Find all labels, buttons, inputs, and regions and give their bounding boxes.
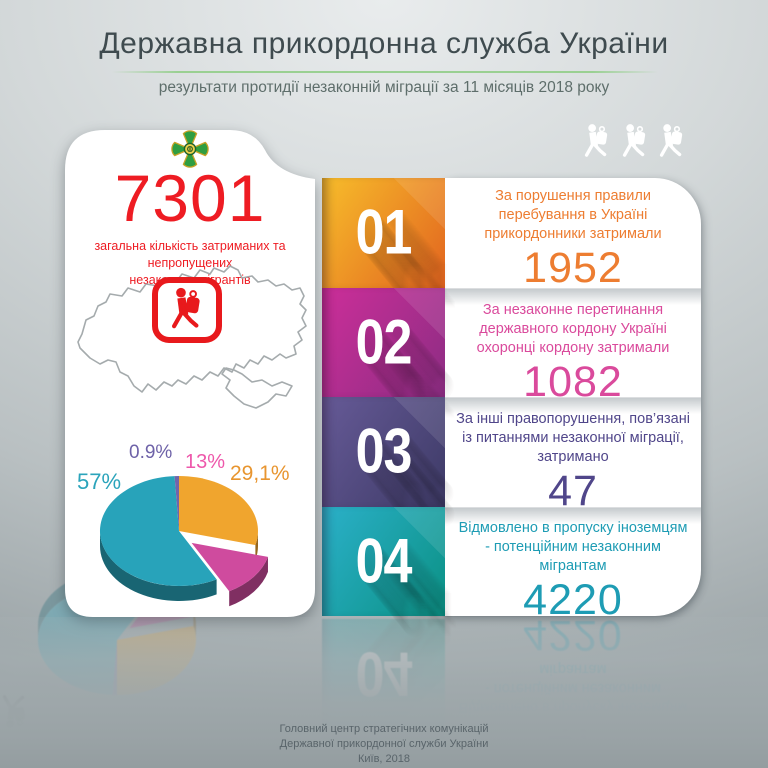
item-number-2: 02 <box>355 307 413 378</box>
item-text-3: За інші правопорушення, пов’язані із пит… <box>456 411 690 465</box>
migrant-walking-icon <box>657 122 687 162</box>
stats-panel <box>445 178 701 616</box>
pie-label-29-1: 29,1% <box>230 462 290 485</box>
item-value-1: 1952 <box>523 244 623 292</box>
card-separator <box>445 288 701 305</box>
migrant-walking-icon <box>582 122 612 162</box>
total-detained-number: 7301 <box>114 161 266 235</box>
item-number-square-1: 01 <box>322 178 445 288</box>
item-text-4: Відмовлено в пропуску іноземцям - потенц… <box>458 520 688 574</box>
migrant-badge <box>152 277 222 343</box>
border-guard-emblem-icon <box>171 130 209 168</box>
stat-item-1: За порушення правили перебування в Украї… <box>447 178 699 292</box>
item-number-square-4: 04 <box>322 507 445 616</box>
item-number-square-3: 03 <box>322 397 445 507</box>
migrant-walking-icon <box>168 287 206 333</box>
title-underline <box>112 71 658 73</box>
pie-label-57: 57% <box>77 469 122 494</box>
stat-item-2: За незаконне перетинання державного корд… <box>447 292 699 406</box>
pie-label-0-9: 0.9% <box>129 442 173 463</box>
item-number-1: 01 <box>355 197 413 269</box>
item-value-3: 47 <box>548 467 598 515</box>
card-separator <box>445 507 701 524</box>
migrant-walking-icon <box>620 122 650 162</box>
item-text-1: За порушення правили перебування в Украї… <box>484 188 662 242</box>
page-title: Державна прикордонна служба України <box>99 27 669 60</box>
stat-item-4: Відмовлено в пропуску іноземцям - потенц… <box>447 510 699 624</box>
item-number-4: 04 <box>355 526 413 597</box>
footer-line1: Головний центр стратегічних комунікацій <box>279 723 489 735</box>
stat-item-3: За інші правопорушення, пов’язані із пит… <box>447 401 699 515</box>
total-caption-line1: загальна кількість затриманих та непропу… <box>94 239 286 270</box>
item-number-3: 03 <box>355 416 413 488</box>
footer-line3: Київ, 2018 <box>357 753 411 765</box>
item-value-2: 1082 <box>523 358 623 406</box>
footer-credits: Головний центр стратегічних комунікацій … <box>0 722 768 767</box>
card-separator <box>445 397 701 414</box>
page-subtitle: результати протидії незаконній міграції … <box>158 79 610 96</box>
item-text-2: За незаконне перетинання державного корд… <box>476 302 670 356</box>
item-value-4: 4220 <box>523 576 623 624</box>
item-number-square-2: 02 <box>322 288 445 397</box>
footer-line2: Державної прикордонної служби України <box>279 738 489 750</box>
pie-chart <box>99 476 268 607</box>
pie-label-13: 13% <box>185 451 226 473</box>
